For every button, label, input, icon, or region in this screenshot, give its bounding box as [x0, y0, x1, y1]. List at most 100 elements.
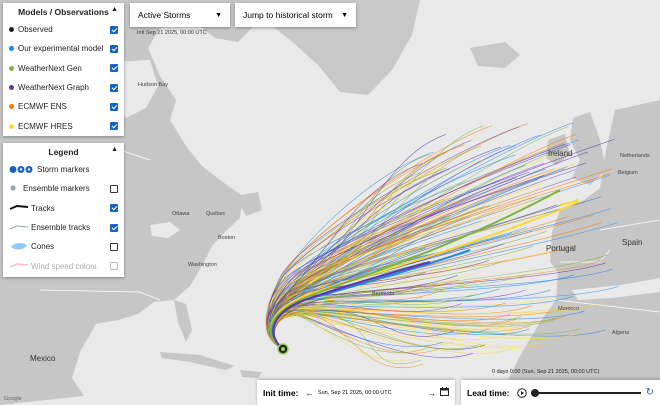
model-row[interactable]: Our experimental model [3, 39, 124, 58]
init-time-value[interactable]: Sun, Sep 21 2025, 00:00 UTC [317, 389, 392, 396]
legend-label: Storm markers [37, 165, 90, 175]
ensemble-tracks-checkbox[interactable] [110, 223, 118, 232]
land-florida [174, 300, 192, 342]
legend-row-storm-markers: Storm markers [3, 160, 124, 179]
model-label: Our experimental model [18, 44, 104, 54]
ensemble-track [274, 275, 458, 350]
land-newfoundland [236, 192, 262, 216]
google-logo: Google [4, 396, 22, 402]
label-netherlands: Netherlands [620, 153, 650, 159]
wind-speed-colors-checkbox[interactable] [110, 262, 118, 271]
model-label: ECMWF ENS [18, 102, 67, 112]
label-boston: Boston [218, 235, 236, 241]
slider-handle[interactable] [530, 388, 539, 397]
legend-row-cones[interactable]: Cones [3, 237, 124, 256]
init-timestamp: Init Sep 21 2025, 00:00 UTC [137, 30, 207, 36]
model-color-dot-icon [9, 27, 14, 33]
label-spain: Spain [622, 238, 643, 247]
model-row[interactable]: ECMWF ENS [3, 97, 124, 116]
ensemble-track [265, 192, 560, 350]
model-row[interactable]: WeatherNext Gen [3, 59, 124, 78]
legend-panel-header[interactable]: Legend ▲ [3, 143, 124, 160]
lead-time-bar: Lead time: ↻ [461, 380, 660, 405]
calendar-icon[interactable] [440, 387, 449, 398]
label-belgium: Belgium [618, 170, 638, 176]
model-label: ECMWF HRES [18, 121, 73, 131]
model-checkbox[interactable] [110, 122, 118, 131]
legend-label: Tracks [31, 203, 55, 213]
model-color-dot-icon [9, 46, 14, 52]
model-row[interactable]: Observed [3, 20, 124, 39]
legend-row-tracks[interactable]: Tracks [3, 199, 124, 218]
prev-arrow-icon[interactable]: ← [305, 387, 314, 398]
lead-time-readout: 0 days 0:00 (Sun, Sep 21 2025, 00:00 UTC… [492, 369, 600, 375]
label-ireland: Ireland [548, 149, 573, 158]
label-portugal: Portugal [546, 244, 576, 253]
historical-storm-dropdown[interactable]: Jump to historical storm ▼ [235, 3, 356, 27]
label-bermuda: Bermuda [372, 291, 395, 297]
active-storms-dropdown[interactable]: Active Storms ▼ [130, 3, 230, 27]
cones-checkbox[interactable] [110, 242, 118, 251]
model-label: WeatherNext Graph [18, 83, 89, 93]
play-button[interactable] [516, 387, 527, 398]
land-iceland [470, 42, 520, 68]
model-checkbox[interactable] [110, 25, 118, 34]
ensemble-track-icon [9, 223, 31, 233]
model-checkbox[interactable] [110, 64, 118, 73]
storm-markers-icon [9, 165, 33, 174]
track-line-icon [9, 203, 31, 213]
deterministic-track [269, 189, 561, 350]
ensemble-track [274, 293, 475, 350]
active-storms-label: Active Storms [138, 10, 191, 20]
label-hudson-bay: Hudson Bay [138, 82, 168, 88]
tracks-checkbox[interactable] [110, 204, 118, 213]
legend-label: Ensemble tracks [31, 223, 91, 233]
cone-icon [9, 241, 31, 253]
ensemble-markers-checkbox[interactable] [110, 184, 118, 193]
models-panel-header[interactable]: Models / Observations ▲ [3, 3, 124, 20]
models-panel: Models / Observations ▲ Observed Our expe… [3, 3, 124, 136]
model-color-dot-icon [9, 123, 14, 129]
label-ottawa: Ottawa [172, 211, 190, 217]
water-great-lakes [150, 222, 180, 238]
model-row[interactable]: ECMWF HRES [3, 116, 124, 135]
lead-time-slider[interactable] [530, 388, 641, 398]
label-algeria: Algeria [612, 330, 630, 336]
label-quebec: Québec [206, 211, 226, 217]
deterministic-track [272, 261, 431, 350]
legend-row-wind-speed-colors[interactable]: Wind speed colors [3, 256, 124, 275]
init-time-bar: Init time: ← Sun, Sep 21 2025, 00:00 UTC… [257, 380, 455, 405]
legend-label: Ensemble markers [23, 184, 90, 194]
water-mediterranean [572, 278, 660, 300]
storm-marker[interactable] [277, 343, 289, 355]
model-row[interactable]: WeatherNext Graph [3, 78, 124, 97]
land-europe-africa [500, 100, 660, 405]
land-hispaniola [240, 370, 262, 378]
collapse-icon[interactable]: ▲ [111, 146, 118, 153]
legend-label: Wind speed colors [31, 261, 97, 271]
next-arrow-icon[interactable]: → [427, 387, 437, 398]
model-checkbox[interactable] [110, 83, 118, 92]
model-label: Observed [18, 25, 53, 35]
label-morocco: Morocco [558, 306, 580, 312]
models-list: Observed Our experimental model WeatherNex… [3, 20, 124, 136]
init-time-label: Init time: [263, 387, 299, 398]
legend-row-ensemble-tracks[interactable]: Ensemble tracks [3, 218, 124, 237]
deterministic-tracks-group [269, 189, 579, 350]
collapse-icon[interactable]: ▲ [111, 6, 118, 13]
legend-panel: Legend ▲ Storm markers Ensemble markers … [3, 143, 124, 277]
ensemble-dot-icon [9, 184, 23, 194]
land-cuba [160, 352, 235, 370]
lead-time-label: Lead time: [467, 387, 510, 398]
wind-color-icon [9, 261, 31, 271]
model-checkbox[interactable] [110, 102, 118, 111]
model-label: WeatherNext Gen [18, 63, 82, 73]
legend-panel-title: Legend [48, 147, 79, 157]
model-color-dot-icon [9, 65, 14, 71]
dropdown-arrow-icon: ▼ [215, 11, 222, 19]
model-color-dot-icon [9, 104, 14, 110]
label-mexico: Mexico [30, 354, 56, 363]
legend-row-ensemble-markers[interactable]: Ensemble markers [3, 179, 124, 198]
model-checkbox[interactable] [110, 44, 118, 53]
refresh-icon[interactable]: ↻ [645, 387, 654, 398]
